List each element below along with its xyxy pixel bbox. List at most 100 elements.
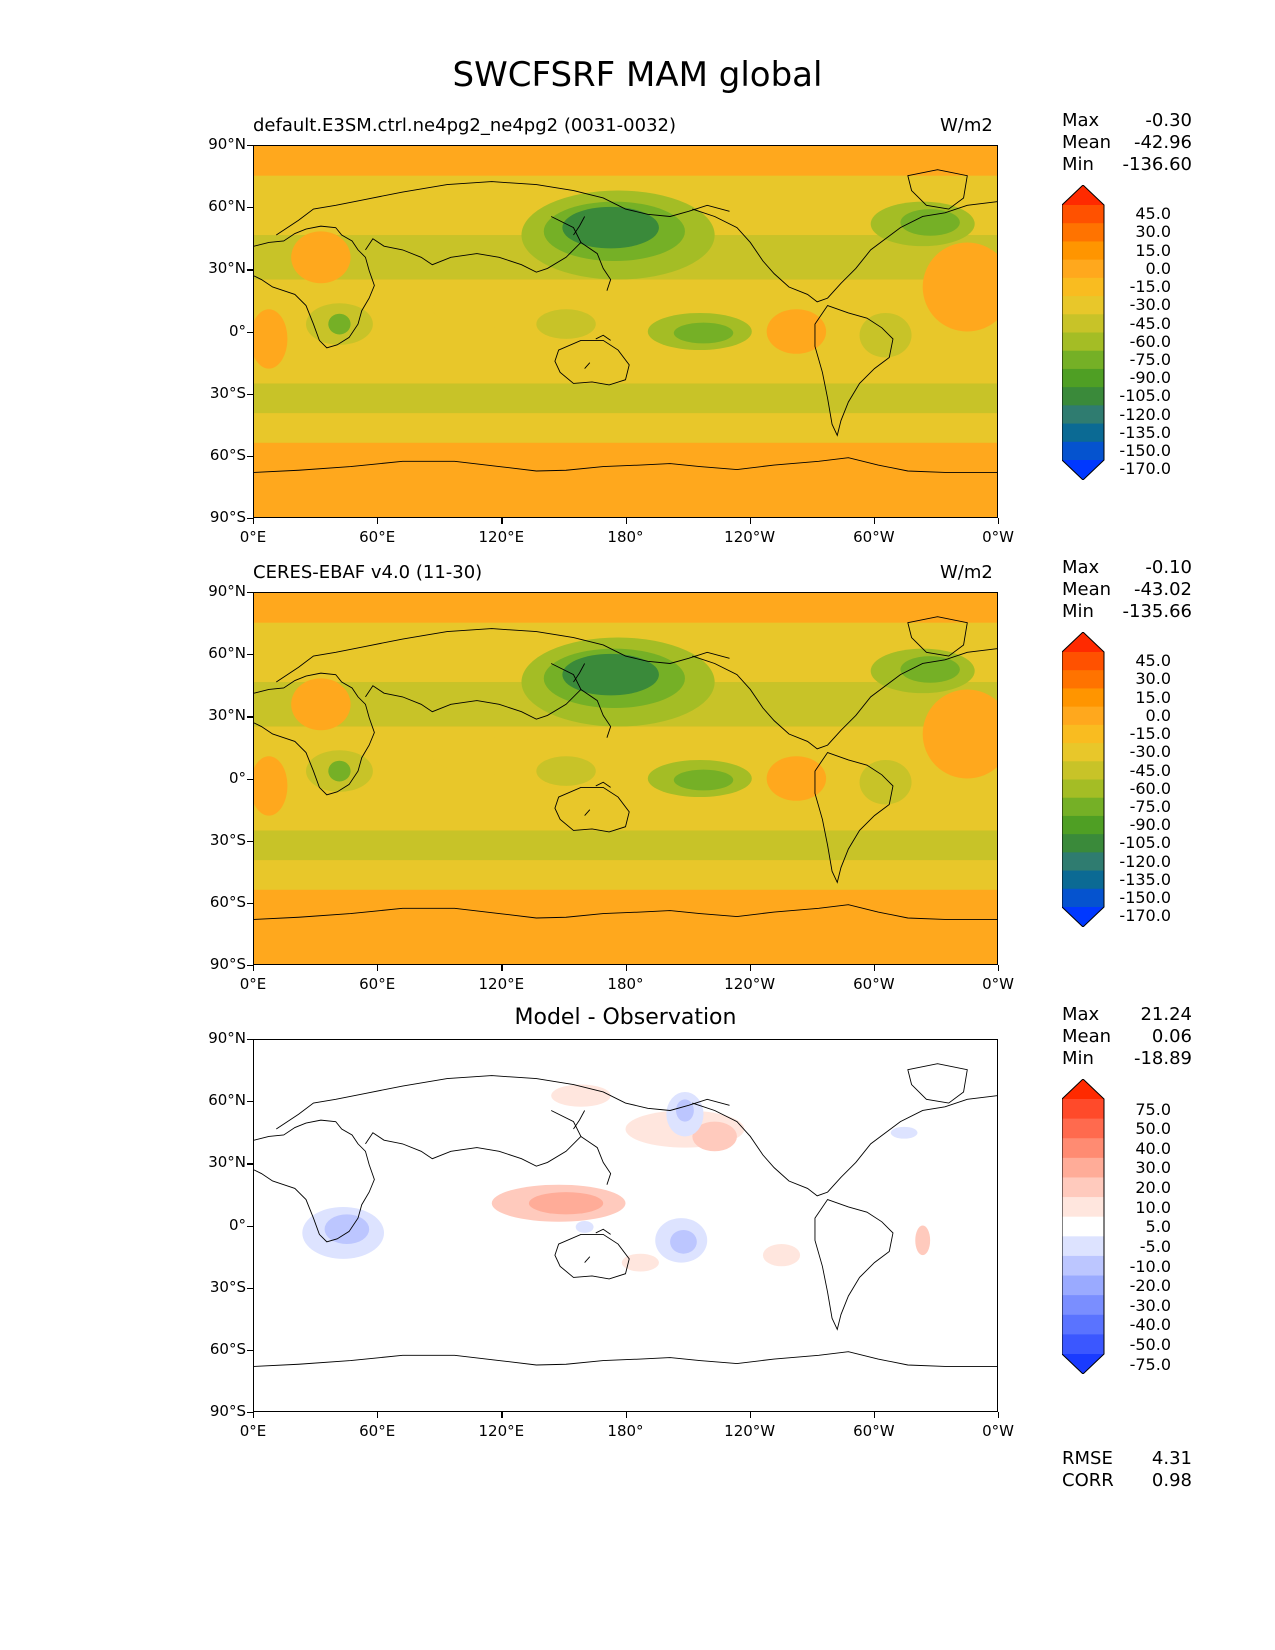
stat-label: Mean bbox=[1062, 1026, 1112, 1047]
x-tick bbox=[749, 1412, 751, 1418]
field-amazon bbox=[859, 312, 912, 358]
map-panel-observation bbox=[253, 592, 998, 965]
y-tick bbox=[247, 455, 253, 458]
colorbar-swatch bbox=[1062, 1354, 1104, 1374]
field-north-atlantic-core bbox=[900, 656, 960, 683]
colorbar-level-label: -90.0 bbox=[1129, 815, 1171, 835]
colorbar-swatch bbox=[1062, 706, 1104, 726]
y-tick bbox=[247, 1225, 253, 1227]
colorbar-level-label: 20.0 bbox=[1135, 1178, 1171, 1198]
y-tick bbox=[247, 331, 253, 333]
diff-cool-central-pacific-core bbox=[670, 1229, 697, 1254]
stat-value: -0.30 bbox=[1145, 110, 1192, 131]
colorbar-swatch bbox=[1062, 405, 1104, 425]
colorbar-level-label: 0.0 bbox=[1145, 705, 1171, 725]
summary-stats: RMSE 4.31 CORR 0.98 bbox=[1062, 1448, 1192, 1492]
colorbar-swatch bbox=[1062, 907, 1104, 927]
colorbar-swatch bbox=[1062, 1099, 1104, 1120]
field-north-pacific-core bbox=[562, 206, 659, 249]
diff-warm-brazil bbox=[915, 1225, 931, 1256]
colorbar-level-label: -15.0 bbox=[1129, 277, 1171, 297]
panel-stats: Max -0.30 Mean -42.96 Min -136.60 bbox=[1062, 110, 1192, 176]
y-tick bbox=[247, 902, 253, 905]
y-tick-label: 60°S bbox=[209, 1339, 246, 1358]
colorbar-level-label: -60.0 bbox=[1129, 331, 1171, 351]
colorbar-level-label: -120.0 bbox=[1119, 851, 1171, 871]
y-tick-label: 90°S bbox=[209, 955, 246, 973]
colorbar-swatch bbox=[1062, 815, 1104, 835]
x-tick-label: 180° bbox=[607, 528, 644, 546]
coastline bbox=[814, 1198, 894, 1331]
x-tick-label: 60°W bbox=[853, 1422, 895, 1440]
colorbar-level-label: -75.0 bbox=[1129, 796, 1171, 816]
map-field bbox=[254, 593, 997, 964]
x-tick bbox=[253, 518, 255, 524]
coastline bbox=[814, 751, 894, 884]
x-tick bbox=[625, 965, 627, 971]
coastline bbox=[554, 786, 630, 833]
field-sahara bbox=[291, 678, 351, 731]
x-tick bbox=[873, 1412, 876, 1418]
panel-left-title: CERES-EBAF v4.0 (11-30) bbox=[253, 562, 483, 583]
y-tick-label: 90°S bbox=[209, 508, 246, 526]
coastline bbox=[814, 304, 894, 437]
colorbar: 75.0 50.0 40.0 30.0 20.0 10.0 5.0 -5.0 -10.0 -20.… bbox=[1062, 1079, 1222, 1374]
stat-label: Max bbox=[1062, 110, 1100, 131]
y-tick bbox=[247, 393, 253, 395]
colorbar-swatch bbox=[1062, 1255, 1104, 1277]
colorbar-swatch bbox=[1062, 368, 1104, 388]
coastline bbox=[554, 1233, 630, 1280]
x-tick-label: 60°E bbox=[359, 975, 396, 993]
rmse-value: 4.31 bbox=[1151, 1448, 1192, 1469]
y-tick bbox=[247, 1039, 253, 1041]
colorbar-level-label: -135.0 bbox=[1119, 869, 1171, 889]
diff-warm-north-asia bbox=[551, 1084, 611, 1107]
stat-label: Mean bbox=[1062, 132, 1112, 153]
stat-value: -18.89 bbox=[1133, 1048, 1192, 1069]
coastline bbox=[254, 672, 375, 796]
colorbar-level-label: 45.0 bbox=[1135, 204, 1171, 224]
coastline bbox=[595, 1228, 611, 1235]
field-north-atlantic-core bbox=[900, 209, 960, 236]
colorbar-swatch bbox=[1062, 241, 1104, 261]
y-tick-label: 30°S bbox=[209, 830, 246, 849]
diff-cool-maritime bbox=[575, 1221, 594, 1233]
colorbar-level-label: -50.0 bbox=[1129, 1335, 1171, 1354]
y-tick bbox=[247, 840, 253, 842]
stat-value: 21.24 bbox=[1140, 1004, 1192, 1025]
coastline bbox=[584, 362, 591, 369]
y-tick bbox=[247, 778, 253, 780]
y-tick bbox=[247, 716, 253, 718]
stat-label: Min bbox=[1062, 154, 1094, 175]
x-tick bbox=[377, 1412, 379, 1418]
colorbar-level-label: -10.0 bbox=[1129, 1256, 1171, 1276]
x-tick-label: 180° bbox=[607, 975, 644, 993]
colorbar-swatch bbox=[1062, 1197, 1104, 1218]
colorbar-swatch bbox=[1062, 1138, 1104, 1159]
y-tick-label: 30°N bbox=[208, 706, 246, 725]
colorbar-level-label: -90.0 bbox=[1129, 368, 1171, 388]
figure-title: SWCFSRF MAM global bbox=[452, 55, 823, 95]
x-tick bbox=[625, 518, 627, 524]
colorbar-swatch bbox=[1062, 1118, 1104, 1139]
colorbar-level-label: -105.0 bbox=[1119, 833, 1171, 853]
coastline bbox=[595, 781, 611, 788]
stat-label: Max bbox=[1062, 1004, 1100, 1025]
diff-warm-south-pacific bbox=[621, 1253, 659, 1272]
coastline bbox=[276, 1075, 730, 1130]
y-tick-label: 60°N bbox=[208, 197, 246, 216]
colorbar-swatch bbox=[1062, 724, 1104, 744]
colorbar-level-label: -5.0 bbox=[1139, 1236, 1171, 1256]
colorbar-level-label: 15.0 bbox=[1135, 240, 1171, 260]
coastline bbox=[276, 181, 730, 236]
stat-value: -0.10 bbox=[1145, 557, 1192, 578]
panel-units: W/m2 bbox=[940, 115, 993, 136]
field-north-atlantic-subtropics bbox=[922, 242, 997, 332]
x-tick-label: 120°E bbox=[478, 1422, 525, 1440]
colorbar-level-label: -150.0 bbox=[1119, 441, 1171, 460]
colorbar-level-label: 15.0 bbox=[1135, 687, 1171, 707]
corr-label: CORR bbox=[1062, 1470, 1114, 1491]
x-tick bbox=[253, 1412, 255, 1418]
colorbar: 45.0 30.0 15.0 0.0 -15.0 -30.0 -45.0 -60.0 -75.0… bbox=[1062, 185, 1222, 480]
colorbar-level-label: -150.0 bbox=[1119, 888, 1171, 907]
